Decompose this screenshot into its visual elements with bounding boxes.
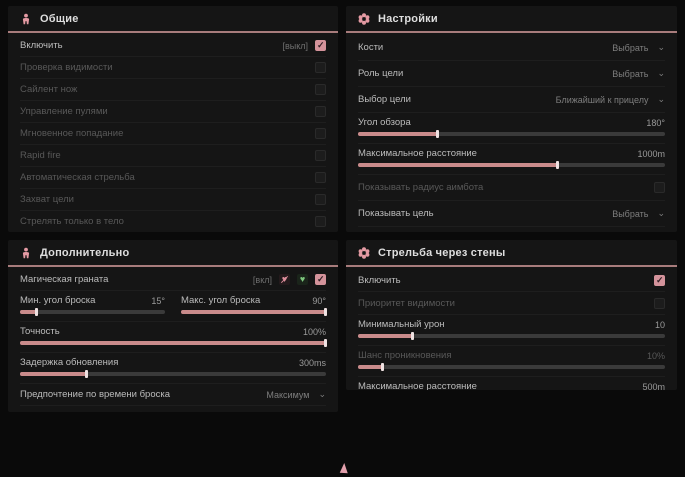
row-target-role: Роль цели Выбрать ⌄ [358,61,665,87]
row-magic-grenade[interactable]: Магическая граната [вкл] ♥ ♥ [20,269,326,291]
checkbox-icon[interactable] [654,182,665,193]
checkbox-icon[interactable] [315,216,326,227]
keybind-tag[interactable]: [выкл] [282,40,308,51]
panel-extra-header: Дополнительно [8,240,338,267]
row-auto-fire[interactable]: Автоматическая стрельба [20,167,326,189]
throw-time-pref-dropdown[interactable]: Максимум ⌄ [266,389,326,400]
chevron-down-icon: ⌄ [657,94,665,104]
row-target-select: Выбор цели Ближайший к прицелу ⌄ [358,87,665,113]
panel-title: Общие [40,12,79,25]
chevron-down-icon: ⌄ [657,68,665,78]
checkbox-checked-icon[interactable] [315,274,326,285]
row-show-aimbot-radius[interactable]: Показывать радиус аимбота [358,175,665,201]
chevron-down-icon: ⌄ [318,389,326,399]
row-update-delay: Задержка обновления 300ms [20,353,326,384]
slider-thumb[interactable] [411,332,415,340]
row-penetration-chance: Шанс проникновения 10% [358,346,665,377]
row-max-distance: Максимальное расстояние 1000m [358,144,665,175]
checkbox-icon[interactable] [315,150,326,161]
heart-slash-icon[interactable]: ♥ [279,274,290,285]
checkbox-icon[interactable] [315,194,326,205]
row-advanced-throw-params: Расширенные параметры броска Выбрать ⌄ [20,406,326,412]
row-body-only[interactable]: Стрелять только в тело [20,211,326,232]
row-rapid-fire[interactable]: Rapid fire [20,145,326,167]
panel-general-header: Общие [8,6,338,33]
keybind-tag[interactable]: [вкл] [252,274,272,285]
bones-dropdown[interactable]: Выбрать ⌄ [612,42,665,53]
row-target-lock[interactable]: Захват цели [20,189,326,211]
checkbox-icon[interactable] [315,128,326,139]
panel-settings-header: Настройки [346,6,677,33]
row-visibility-priority[interactable]: Приоритет видимости [358,292,665,315]
panel-title: Стрельба через стены [378,246,506,259]
pink-cursor [339,462,349,474]
chevron-down-icon: ⌄ [657,42,665,52]
max-throw-angle-slider[interactable] [181,308,327,316]
checkbox-icon[interactable] [315,84,326,95]
min-throw-angle-slider[interactable] [20,308,165,316]
checkbox-icon[interactable] [315,62,326,73]
checkbox-icon[interactable] [315,106,326,117]
max-distance-slider[interactable] [358,161,665,169]
target-role-dropdown[interactable]: Выбрать ⌄ [612,68,665,79]
slider-thumb[interactable] [85,370,89,378]
min-throw-angle: Мин. угол броска 15° [20,295,165,316]
fov-slider[interactable] [358,130,665,138]
row-bullet-control[interactable]: Управление пулями [20,101,326,123]
slider-thumb[interactable] [380,363,384,371]
checkbox-icon[interactable] [315,172,326,183]
slider-thumb[interactable] [324,308,327,316]
row-accuracy: Точность 100% [20,322,327,353]
row-throw-angles: Мин. угол броска 15° Макс. угол броска 9… [20,291,327,322]
panel-wallbang-header: Стрельба через стены [346,240,677,267]
slider-thumb[interactable] [35,308,39,316]
row-throw-time-pref: Предпочтение по времени броска Максимум … [20,384,326,406]
checkbox-checked-icon[interactable] [654,274,665,286]
heart-icon[interactable]: ♥ [297,274,308,285]
row-min-damage: Минимальный урон 10 [358,315,665,346]
flower-icon [358,246,370,259]
row-visibility-check[interactable]: Проверка видимости [20,57,326,79]
penetration-chance-slider[interactable] [358,363,665,371]
panel-wallbang: Стрельба через стены Включить Приоритет … [346,240,677,390]
row-fov: Угол обзора 180° [358,113,665,144]
slider-thumb[interactable] [324,339,327,347]
slider-thumb[interactable] [435,130,439,138]
person-icon [20,247,32,259]
chevron-down-icon: ⌄ [657,208,665,218]
accuracy-slider[interactable] [20,339,327,347]
panel-general: Общие Включить [выкл] Проверка видимости… [8,6,338,232]
checkbox-checked-icon[interactable] [315,40,326,51]
flower-icon [358,12,370,25]
panel-title: Дополнительно [40,246,130,259]
advanced-throw-params-dropdown[interactable]: Выбрать ⌄ [273,412,326,413]
row-enable[interactable]: Включить [выкл] [20,35,326,57]
checkbox-icon[interactable] [654,297,665,309]
row-wallbang-enable[interactable]: Включить [358,269,665,292]
row-instant-hit[interactable]: Мгновенное попадание [20,123,326,145]
update-delay-slider[interactable] [20,370,326,378]
slider-thumb[interactable] [555,161,559,169]
panel-extra: Дополнительно Магическая граната [вкл] ♥… [8,240,338,412]
person-icon [20,13,32,25]
row-bones: Кости Выбрать ⌄ [358,35,665,61]
row-silent-knife[interactable]: Сайлент нож [20,79,326,101]
panel-settings: Настройки Кости Выбрать ⌄ Роль цели Выбр… [346,6,677,232]
max-throw-angle: Макс. угол броска 90° [181,295,327,316]
row-wallbang-max-distance: Максимальное расстояние 500m [358,377,665,390]
target-select-dropdown[interactable]: Ближайший к прицелу ⌄ [555,94,665,105]
row-show-target: Показывать цель Выбрать ⌄ [358,201,665,227]
min-damage-slider[interactable] [358,332,665,340]
show-target-dropdown[interactable]: Выбрать ⌄ [612,208,665,219]
panel-title: Настройки [378,12,438,25]
